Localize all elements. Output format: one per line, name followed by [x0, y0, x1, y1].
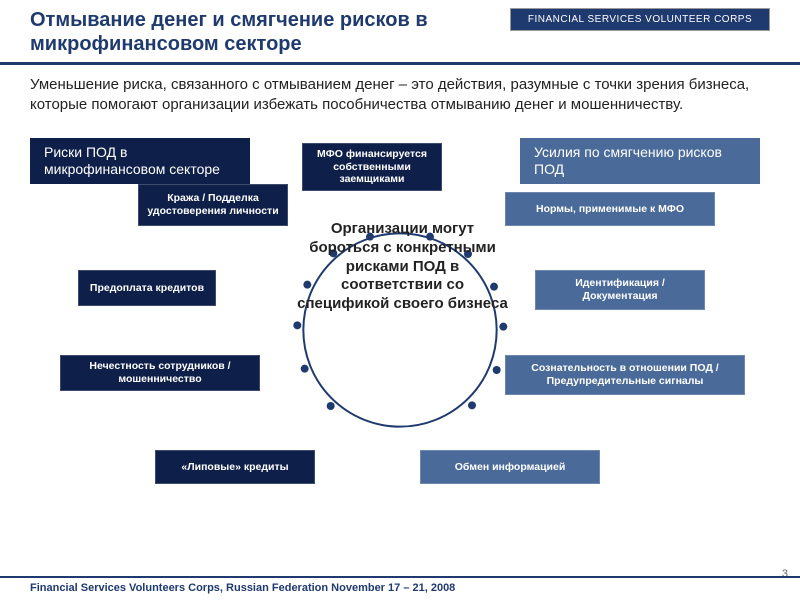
circular-diagram: Риски ПОД в микрофинансовом секторе Усил… [0, 130, 800, 550]
risk-box: Нечестность сотрудников / мошенничество [60, 355, 260, 391]
page-title: Отмывание денег и смягчение рисков в мик… [30, 8, 510, 56]
risk-box: Предоплата кредитов [78, 270, 216, 306]
footer-text: Financial Services Volunteers Corps, Rus… [30, 582, 455, 594]
risk-box: Кража / Подделка удостоверения личности [138, 184, 288, 226]
header: Отмывание денег и смягчение рисков в мик… [0, 0, 800, 65]
efforts-heading: Усилия по смягчению рисков ПОД [520, 138, 760, 184]
effort-box: Идентификация / Документация [535, 270, 705, 310]
effort-box: Нормы, применимые к МФО [505, 192, 715, 226]
risks-heading: Риски ПОД в микрофинансовом секторе [30, 138, 250, 184]
logo-badge: FINANCIAL SERVICES VOLUNTEER CORPS [510, 8, 770, 31]
effort-box: Сознательность в отношении ПОД / Предупр… [505, 355, 745, 395]
footer: Financial Services Volunteers Corps, Rus… [0, 576, 800, 594]
risk-box: «Липовые» кредиты [155, 450, 315, 484]
effort-box: Обмен информацией [420, 450, 600, 484]
description-text: Уменьшение риска, связанного с отмывание… [0, 65, 800, 114]
risk-box: МФО финансируется собственными заемщикам… [302, 143, 442, 191]
center-text: Организации могут бороться с конкретными… [295, 220, 510, 314]
